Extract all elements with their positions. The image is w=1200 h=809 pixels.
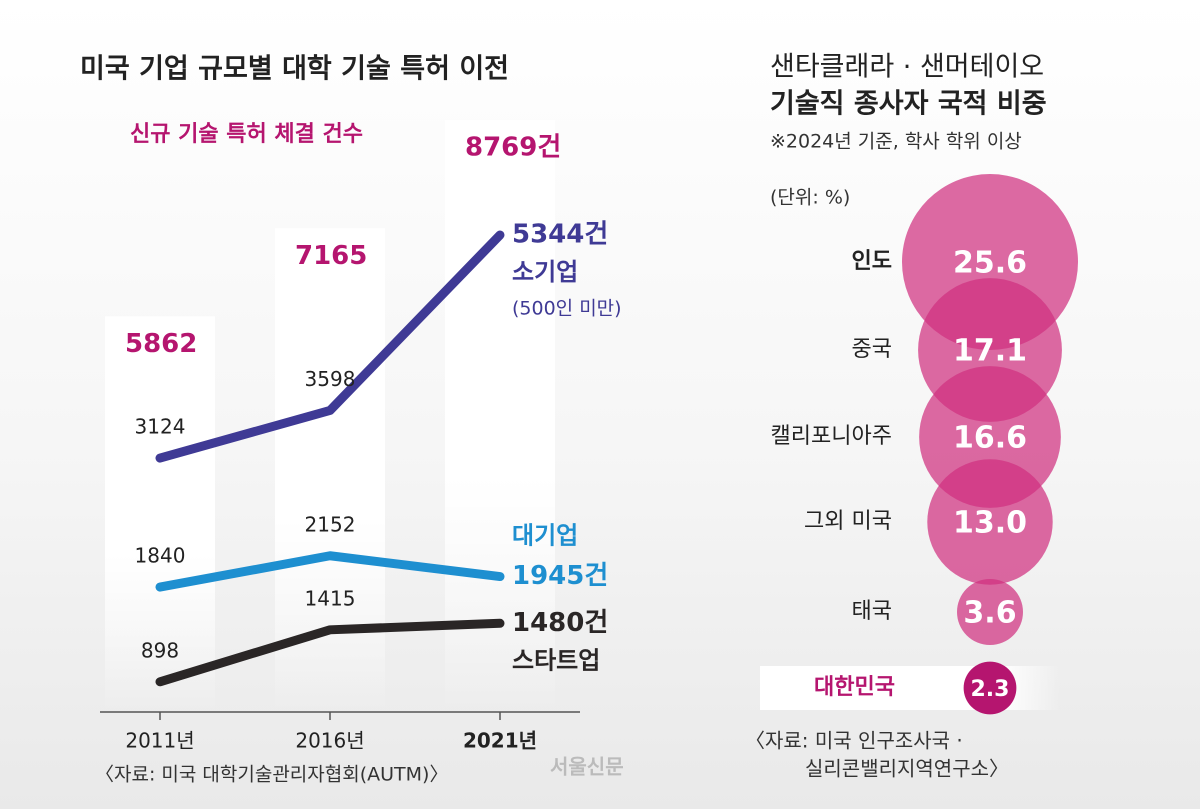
value-label: 1415 bbox=[305, 586, 356, 610]
series-line bbox=[155, 551, 505, 592]
category-label: 그외 미국 bbox=[804, 509, 892, 534]
chart-title: 샌타클래라 · 샌머테이오 bbox=[770, 52, 1044, 83]
total-label: 8769건 bbox=[465, 133, 561, 163]
x-tick-label: 2011년 bbox=[125, 729, 194, 753]
value-label: 898 bbox=[141, 638, 179, 662]
category-label: 캘리포니아주 bbox=[771, 424, 892, 449]
series-name: 스타트업 bbox=[512, 646, 600, 674]
source: 〈자료: 미국 인구조사국 · bbox=[745, 729, 963, 753]
value-label: 2152 bbox=[305, 512, 356, 536]
series-note: (500인 미만) bbox=[512, 298, 622, 320]
category-label: 인도 bbox=[852, 249, 892, 274]
value-label: 1945건 bbox=[512, 561, 608, 591]
value-label: 2.3 bbox=[971, 677, 1010, 702]
logo: 서울신문 bbox=[550, 755, 624, 779]
source: 실리콘밸리지역연구소〉 bbox=[805, 757, 1009, 781]
source: 〈자료: 미국 대학기술관리자협회(AUTM)〉 bbox=[95, 764, 448, 786]
chart-subtitle: ※2024년 기준, 학사 학위 이상 bbox=[770, 131, 1022, 153]
unit-label: (단위: %) bbox=[770, 187, 850, 209]
x-tick-label: 2016년 bbox=[295, 729, 364, 753]
series-name: 대기업 bbox=[512, 522, 578, 550]
category-label: 중국 bbox=[852, 337, 892, 362]
value-label: 25.6 bbox=[953, 246, 1027, 281]
chart-subtitle: 신규 기술 특허 체결 건수 bbox=[130, 122, 363, 147]
total-label: 5862 bbox=[125, 329, 197, 359]
series-line bbox=[155, 230, 505, 463]
value-label: 1840 bbox=[135, 544, 186, 568]
value-label: 17.1 bbox=[953, 334, 1027, 369]
value-label: 3598 bbox=[305, 367, 356, 391]
value-label: 16.6 bbox=[953, 421, 1027, 456]
value-label: 3.6 bbox=[963, 596, 1016, 631]
total-label: 7165 bbox=[295, 241, 367, 271]
x-tick-label: 2021년 bbox=[463, 729, 537, 753]
bubble bbox=[963, 661, 1017, 715]
bubble bbox=[957, 579, 1023, 645]
total-bar bbox=[445, 120, 555, 712]
category-label: 태국 bbox=[852, 599, 892, 624]
category-label: 대한민국 bbox=[814, 675, 895, 700]
value-label: 5344건 bbox=[512, 220, 608, 250]
value-label: 13.0 bbox=[953, 506, 1027, 541]
bubble bbox=[927, 459, 1053, 585]
value-label: 1480건 bbox=[512, 608, 608, 638]
chart-title: 기술직 종사자 국적 비중 bbox=[770, 89, 1047, 120]
total-bar bbox=[105, 316, 215, 712]
chart-title: 미국 기업 규모별 대학 기술 특허 이전 bbox=[80, 54, 509, 85]
series-name: 소기업 bbox=[512, 258, 578, 286]
value-label: 3124 bbox=[135, 415, 186, 439]
series-line bbox=[155, 618, 505, 687]
